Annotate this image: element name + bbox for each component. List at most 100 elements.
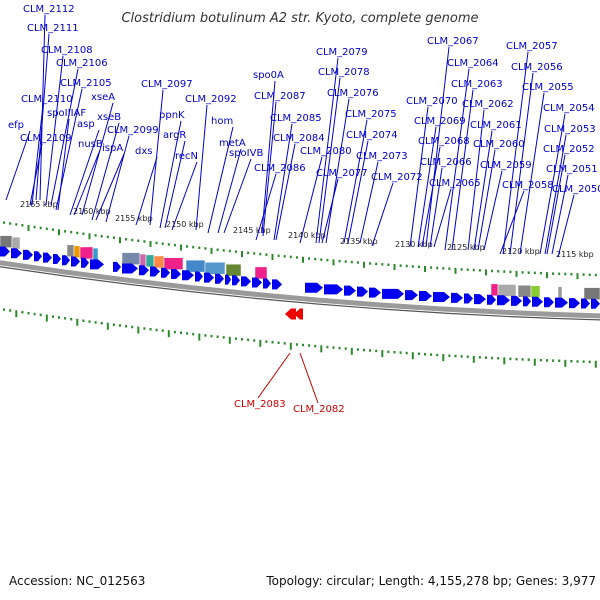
gene-leader-line: [318, 77, 341, 244]
feature-box: [66, 244, 75, 258]
feature-box: [497, 284, 517, 297]
gene-leader-line: [273, 123, 293, 241]
forward-gene-arrow: [544, 297, 554, 308]
gene-leader-line: [409, 106, 429, 248]
gene-label: CLM_2084: [273, 133, 325, 144]
forward-gene-arrow: [71, 256, 80, 267]
gene-label: CLM_2052: [543, 144, 595, 155]
gene-label: CLM_2073: [356, 151, 408, 162]
feature-box: [204, 261, 226, 275]
forward-gene-arrow: [344, 285, 356, 296]
gene-label: CLM_2079: [316, 47, 368, 58]
scale-label: 2165 kbp: [20, 200, 58, 209]
gene-leader-line: [539, 113, 566, 255]
gene-label: ispA: [102, 143, 123, 154]
forward-gene-arrow: [113, 261, 121, 272]
reverse-gene-labels: CLM_2083 CLM_2082: [234, 352, 345, 415]
gene-leader-line: [546, 154, 566, 255]
gene-label: CLM_2055: [522, 82, 574, 93]
feature-box: [530, 285, 541, 298]
scale-label: 2145 kbp: [233, 226, 271, 235]
gene-leader-line: [499, 190, 525, 255]
gene-leader-line: [371, 182, 394, 247]
gene-leader-line: [57, 118, 70, 211]
gene-leader-line: [299, 156, 323, 244]
forward-gene-arrow: [451, 292, 463, 303]
feature-boxes: [0, 235, 600, 300]
gene-label: recN: [175, 151, 198, 162]
gene-leader-line: [195, 104, 208, 231]
forward-gene-arrow: [122, 263, 138, 274]
gene-leader-line: [473, 130, 493, 251]
gene-leader-line: [91, 122, 120, 221]
forward-gene-arrow: [523, 296, 531, 307]
gene-leader-line: [105, 135, 130, 223]
gene-leader-line: [551, 174, 569, 255]
forward-gene-arrow: [182, 270, 194, 281]
gene-label: CLM_2050: [552, 184, 600, 195]
scale-labels: 2165 kbp 2160 kbp 2155 kbp 2150 kbp 2145 kbp…: [20, 200, 594, 259]
feature-box: [153, 255, 165, 269]
scale-label: 2125 kbp: [447, 243, 485, 252]
forward-gene-arrow: [464, 293, 473, 304]
reverse-gene-arrow: [294, 308, 303, 320]
gene-leader-line: [519, 92, 545, 255]
gene-label: CLM_2064: [447, 58, 499, 69]
gene-leader-line: [444, 68, 470, 251]
gene-label: spo0A: [253, 70, 284, 81]
gene-leader-line: [5, 130, 31, 201]
gene-label: CLM_2109: [20, 133, 72, 144]
feature-box: [145, 254, 155, 268]
gene-label: xseB: [97, 112, 121, 123]
forward-gene-arrow: [382, 288, 404, 299]
forward-gene-arrow: [474, 294, 486, 305]
gene-leader-line: [255, 173, 277, 241]
forward-gene-arrow: [357, 286, 368, 297]
gene-leader-line: [73, 149, 101, 216]
forward-genes: [0, 246, 600, 309]
gene-label: CLM_2059: [480, 160, 532, 171]
gene-leader-line: [275, 143, 296, 241]
gene-label: CLM_2106: [56, 58, 108, 69]
forward-gene-arrow: [232, 275, 240, 286]
scale-label: 2155 kbp: [115, 214, 153, 223]
map-title: Clostridium botulinum A2 str. Kyoto, com…: [121, 11, 478, 26]
feature-box: [225, 263, 242, 277]
forward-gene-arrow: [53, 253, 61, 264]
gene-leader-line: [451, 89, 474, 251]
gene-leader-line: [149, 89, 164, 226]
forward-gene-arrow: [11, 248, 22, 259]
feature-box: [583, 287, 600, 300]
reverse-genes: [285, 308, 303, 320]
forward-gene-arrow: [581, 298, 590, 309]
gene-label: CLM_2087: [254, 91, 306, 102]
accession-text: Accession: NC_012563: [9, 574, 146, 588]
gene-label: CLM_2111: [27, 23, 79, 34]
forward-gene-arrow: [150, 266, 160, 277]
feature-box: [0, 235, 13, 248]
gene-leader-line: [347, 140, 369, 244]
gene-label: CLM_2060: [473, 139, 525, 150]
forward-gene-arrow: [263, 278, 271, 289]
gene-label: CLM_2097: [141, 79, 193, 90]
forward-gene-arrow: [433, 291, 450, 302]
gene-leader-line: [502, 51, 529, 255]
forward-gene-arrow: [34, 251, 42, 262]
gene-leader-line: [171, 161, 198, 231]
gene-leader-line: [159, 120, 182, 229]
genome-backbone: [0, 260, 600, 319]
forward-gene-arrow: [532, 296, 543, 307]
gene-leader-line: [81, 102, 114, 216]
forward-gene-labels: CLM_2112 CLM_2111 CLM_2108 CLM_2106 CLM_2105…: [5, 4, 600, 258]
gene-label: CLM_2056: [511, 62, 563, 73]
gene-leader-line: [557, 194, 575, 258]
feature-box: [185, 259, 206, 273]
forward-gene-arrow: [215, 273, 224, 284]
gene-label: CLM_2051: [546, 164, 598, 175]
forward-gene-arrow: [81, 257, 89, 268]
forward-gene-arrow: [591, 298, 600, 309]
scale-label: 2115 kbp: [556, 250, 594, 259]
gene-leader-line: [35, 33, 50, 201]
scale-ticks-inner: [3, 308, 597, 368]
gene-label: argR: [163, 130, 186, 141]
